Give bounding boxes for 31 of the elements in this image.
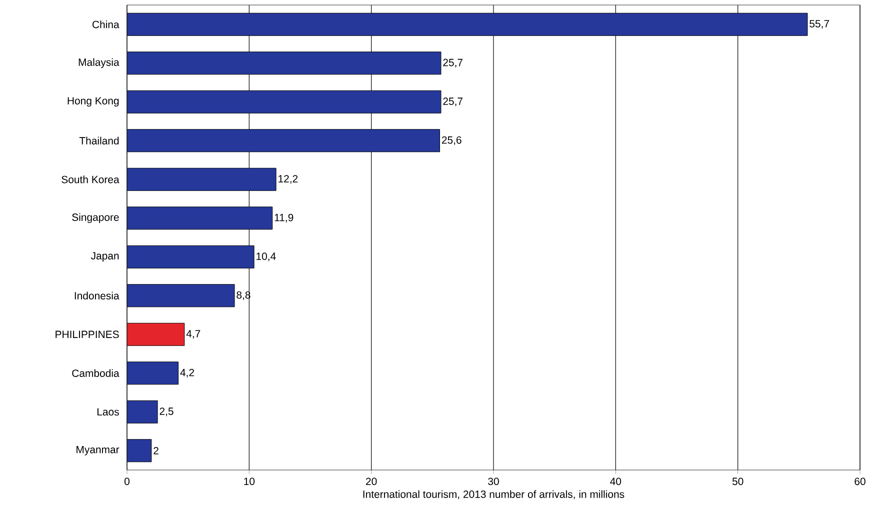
data-label: 25,7 (443, 98, 462, 106)
x-axis-title: International tourism, 2013 number of arrivals, in millions (363, 490, 624, 500)
data-label: 25,7 (443, 58, 462, 68)
x-tick-label: 60 (854, 478, 866, 486)
data-label: 11,9 (274, 214, 294, 222)
data-label: 2 (154, 446, 158, 454)
data-label: 2,5 (160, 408, 174, 416)
y-tick-label: Hong Kong (68, 97, 119, 107)
y-tick-label: Thailand (79, 136, 119, 144)
data-label: 55,7 (810, 20, 829, 29)
y-tick-label: China (92, 20, 120, 28)
y-tick-label: PHILIPPINES (56, 330, 119, 338)
x-tick-label: 0 (124, 478, 130, 486)
x-tick-label: 10 (244, 478, 255, 486)
x-tick-label: 50 (732, 478, 744, 486)
y-tick-label: Laos (97, 408, 119, 416)
y-tick-label: Myanmar (76, 446, 120, 456)
y-tick-label: Singapore (72, 213, 119, 224)
data-label: 12,2 (278, 175, 298, 184)
data-label: 25,6 (442, 136, 462, 145)
y-tick-label: South Korea (62, 176, 120, 184)
x-tick-label: 30 (488, 478, 499, 486)
data-label: 4,2 (180, 368, 194, 378)
y-tick-label: Japan (90, 252, 119, 262)
y-tick-label: Cambodia (72, 369, 120, 377)
data-label: 10,4 (256, 252, 276, 262)
x-tick-label: 20 (366, 478, 377, 486)
y-tick-label: Indonesia (74, 292, 120, 300)
data-label: 4,7 (186, 330, 200, 339)
y-tick-label: Malaysia (78, 58, 120, 68)
x-tick-label: 40 (610, 478, 622, 486)
